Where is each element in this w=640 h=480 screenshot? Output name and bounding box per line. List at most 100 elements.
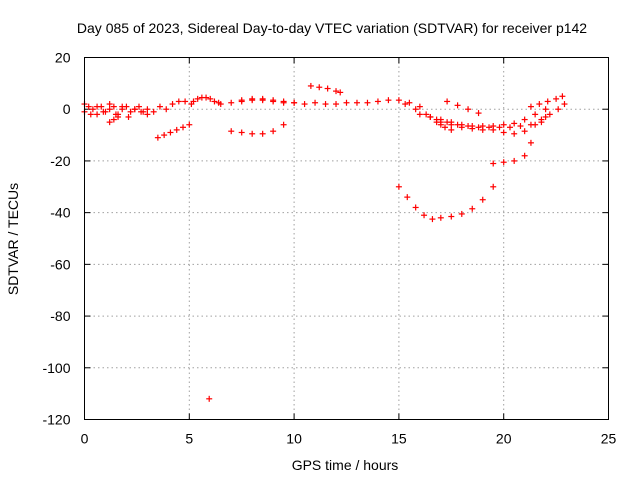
data-point bbox=[511, 157, 518, 164]
data-point bbox=[427, 113, 434, 120]
data-point bbox=[169, 101, 176, 108]
data-point bbox=[448, 126, 455, 133]
data-point bbox=[486, 124, 493, 131]
data-point bbox=[538, 116, 545, 123]
data-point bbox=[270, 128, 277, 135]
x-tick-label: 5 bbox=[185, 431, 193, 447]
data-point bbox=[374, 98, 381, 105]
data-point bbox=[138, 108, 145, 115]
x-axis-label: GPS time / hours bbox=[292, 457, 399, 473]
data-point bbox=[337, 89, 344, 96]
data-point bbox=[444, 98, 451, 105]
data-point bbox=[238, 97, 245, 104]
data-point bbox=[249, 95, 256, 102]
data-point bbox=[521, 128, 528, 135]
y-tick-label: -60 bbox=[50, 256, 70, 272]
data-point bbox=[469, 125, 476, 132]
data-point bbox=[454, 102, 461, 109]
data-point bbox=[496, 124, 503, 131]
data-point bbox=[458, 210, 465, 217]
data-point bbox=[100, 108, 107, 115]
data-point bbox=[106, 119, 113, 126]
data-point bbox=[259, 95, 266, 102]
data-point bbox=[454, 121, 461, 128]
data-point bbox=[385, 97, 392, 104]
y-tick-label: -80 bbox=[50, 308, 70, 324]
data-point bbox=[144, 106, 151, 113]
data-point bbox=[433, 119, 440, 126]
data-point bbox=[542, 113, 549, 120]
data-point bbox=[421, 212, 428, 219]
series-arc-r bbox=[538, 101, 568, 123]
data-point bbox=[429, 216, 436, 223]
data-point bbox=[536, 101, 543, 108]
data-point bbox=[437, 121, 444, 128]
data-point bbox=[207, 95, 214, 102]
data-point bbox=[527, 103, 534, 110]
data-point bbox=[475, 110, 482, 117]
data-point bbox=[150, 108, 157, 115]
data-point bbox=[343, 99, 350, 106]
y-tick-label: 20 bbox=[55, 50, 71, 66]
plot-frame bbox=[84, 57, 609, 420]
data-point bbox=[94, 111, 101, 118]
data-points bbox=[81, 82, 568, 402]
data-point bbox=[404, 194, 411, 201]
x-tick-label: 15 bbox=[391, 431, 407, 447]
data-point bbox=[500, 159, 507, 166]
data-point bbox=[353, 99, 360, 106]
series-arc-e bbox=[190, 94, 222, 106]
data-point bbox=[479, 126, 486, 133]
y-tick-label: -40 bbox=[50, 205, 70, 221]
data-point bbox=[127, 108, 134, 115]
data-point bbox=[217, 101, 224, 108]
data-point bbox=[115, 113, 122, 120]
data-point bbox=[521, 152, 528, 159]
data-point bbox=[511, 120, 518, 127]
series-arc-q bbox=[527, 93, 566, 110]
data-point bbox=[448, 121, 455, 128]
x-tick-label: 20 bbox=[496, 431, 512, 447]
series-arc-m bbox=[433, 119, 455, 133]
data-point bbox=[125, 113, 132, 120]
data-point bbox=[175, 98, 182, 105]
data-point bbox=[423, 111, 430, 118]
data-point bbox=[280, 121, 287, 128]
data-point bbox=[395, 183, 402, 190]
data-point bbox=[553, 95, 560, 102]
series-arc-l bbox=[427, 113, 549, 137]
data-point bbox=[186, 121, 193, 128]
data-point bbox=[465, 123, 472, 130]
data-point bbox=[448, 213, 455, 220]
data-point bbox=[517, 123, 524, 130]
data-point bbox=[106, 101, 113, 108]
grid-lines bbox=[84, 57, 609, 420]
data-point bbox=[94, 103, 101, 110]
chart-title: Day 085 of 2023, Sidereal Day-to-day VTE… bbox=[77, 20, 587, 36]
x-tick-label: 0 bbox=[81, 431, 89, 447]
data-point bbox=[324, 85, 331, 92]
y-tick-label: 0 bbox=[63, 101, 71, 117]
data-point bbox=[163, 106, 170, 113]
data-point bbox=[555, 106, 562, 113]
data-point bbox=[542, 106, 549, 113]
series-arc-d bbox=[154, 121, 193, 141]
data-point bbox=[206, 395, 213, 402]
data-point bbox=[532, 111, 539, 118]
axis-ticks bbox=[84, 57, 609, 420]
data-point bbox=[89, 106, 96, 113]
data-point bbox=[228, 99, 235, 106]
data-point bbox=[511, 130, 518, 137]
data-point bbox=[500, 129, 507, 136]
axis-tick-labels: 0 5 10 15 20 25 20 0 -20 -40 -60 -80 -100 -120 bbox=[42, 50, 616, 447]
series-arc-g bbox=[238, 95, 298, 106]
data-point bbox=[135, 103, 142, 110]
series-arc-p bbox=[490, 139, 534, 167]
data-point bbox=[270, 97, 277, 104]
data-point bbox=[119, 103, 126, 110]
data-point bbox=[402, 101, 409, 108]
data-point bbox=[333, 88, 340, 95]
y-tick-label: -100 bbox=[42, 360, 70, 376]
data-point bbox=[469, 205, 476, 212]
data-point bbox=[437, 214, 444, 221]
